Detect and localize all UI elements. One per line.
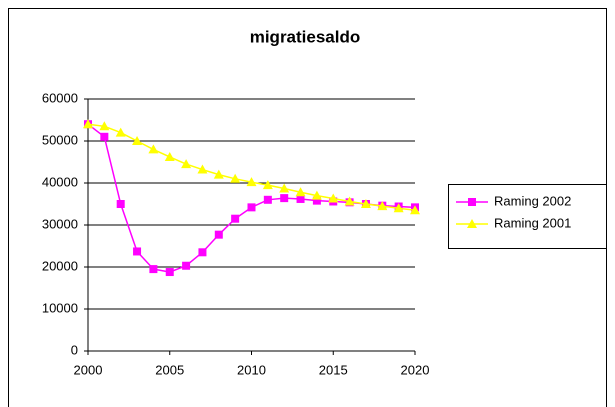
- y-tick-label: 60000: [42, 90, 78, 105]
- marker: [280, 194, 289, 203]
- x-tick-label: 2005: [155, 362, 184, 377]
- x-tick-label: 2015: [319, 362, 348, 377]
- marker: [393, 203, 404, 213]
- marker: [100, 132, 109, 141]
- legend-label: Raming 2002: [494, 193, 571, 208]
- legend-label: Raming 2001: [494, 215, 571, 230]
- marker: [467, 219, 477, 228]
- marker: [410, 205, 420, 215]
- marker: [360, 199, 371, 208]
- marker: [197, 164, 208, 174]
- marker: [312, 196, 321, 205]
- marker: [133, 247, 142, 256]
- marker: [295, 187, 306, 197]
- marker: [247, 203, 256, 212]
- marker: [83, 119, 93, 129]
- marker: [328, 193, 339, 203]
- marker: [214, 230, 223, 239]
- y-tick-label: 10000: [42, 300, 78, 315]
- marker: [262, 180, 273, 190]
- marker: [115, 127, 126, 137]
- marker: [377, 201, 388, 211]
- marker: [116, 200, 125, 208]
- marker: [165, 268, 174, 277]
- y-tick-label: 20000: [42, 258, 78, 273]
- marker: [263, 195, 272, 204]
- marker: [148, 144, 159, 154]
- marker: [164, 151, 175, 161]
- marker: [198, 248, 207, 257]
- x-tick-label: 2010: [237, 362, 266, 377]
- marker: [344, 196, 355, 206]
- marker: [279, 183, 290, 193]
- y-tick-label: 30000: [42, 216, 78, 231]
- marker: [246, 177, 257, 187]
- marker: [231, 214, 240, 223]
- x-tick-label: 2000: [74, 362, 103, 377]
- marker: [182, 261, 191, 270]
- marker: [213, 169, 224, 179]
- marker: [99, 121, 110, 131]
- y-tick-label: 0: [71, 342, 78, 357]
- marker: [468, 198, 476, 206]
- marker: [311, 190, 322, 200]
- marker: [181, 159, 192, 169]
- marker: [230, 173, 241, 183]
- marker: [296, 194, 305, 203]
- marker: [149, 265, 158, 274]
- x-tick-label: 2020: [401, 362, 430, 377]
- chart-title: migratiesaldo: [250, 27, 361, 46]
- marker: [132, 136, 143, 145]
- y-tick-label: 50000: [42, 132, 78, 147]
- y-tick-label: 40000: [42, 174, 78, 189]
- legend-box: [448, 184, 607, 249]
